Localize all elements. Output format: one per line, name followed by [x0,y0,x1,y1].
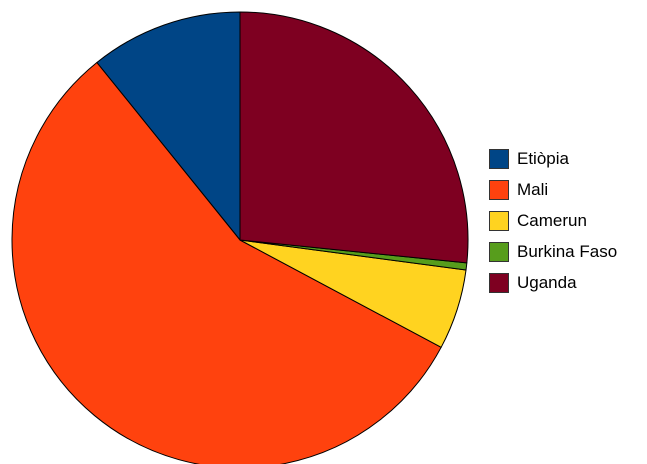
legend-label-uganda: Uganda [517,272,577,292]
legend-swatch-uganda [489,272,509,293]
legend-label-camerun: Camerun [517,210,587,230]
legend-swatch-burkina-faso [489,241,509,262]
legend-label-mali: Mali [517,179,549,199]
pie-slice-etiopia [96,11,241,241]
legend-swatch-camerun [489,210,509,231]
legend-swatch-etiopia [489,148,509,169]
legend-item-burkina-faso: Burkina Faso [489,236,645,267]
legend-label-burkina-faso: Burkina Faso [517,241,618,261]
legend-item-uganda: Uganda [489,267,645,298]
legend: Etiòpia Mali Camerun Burkina Faso Uganda [489,143,645,298]
legend-item-camerun: Camerun [489,205,645,236]
legend-item-etiopia: Etiòpia [489,143,645,174]
legend-item-mali: Mali [489,174,645,205]
pie-slice-mali [11,62,442,464]
legend-label-etiopia: Etiòpia [517,148,569,168]
legend-swatch-mali [489,179,509,200]
pie-slice-uganda [239,11,469,264]
